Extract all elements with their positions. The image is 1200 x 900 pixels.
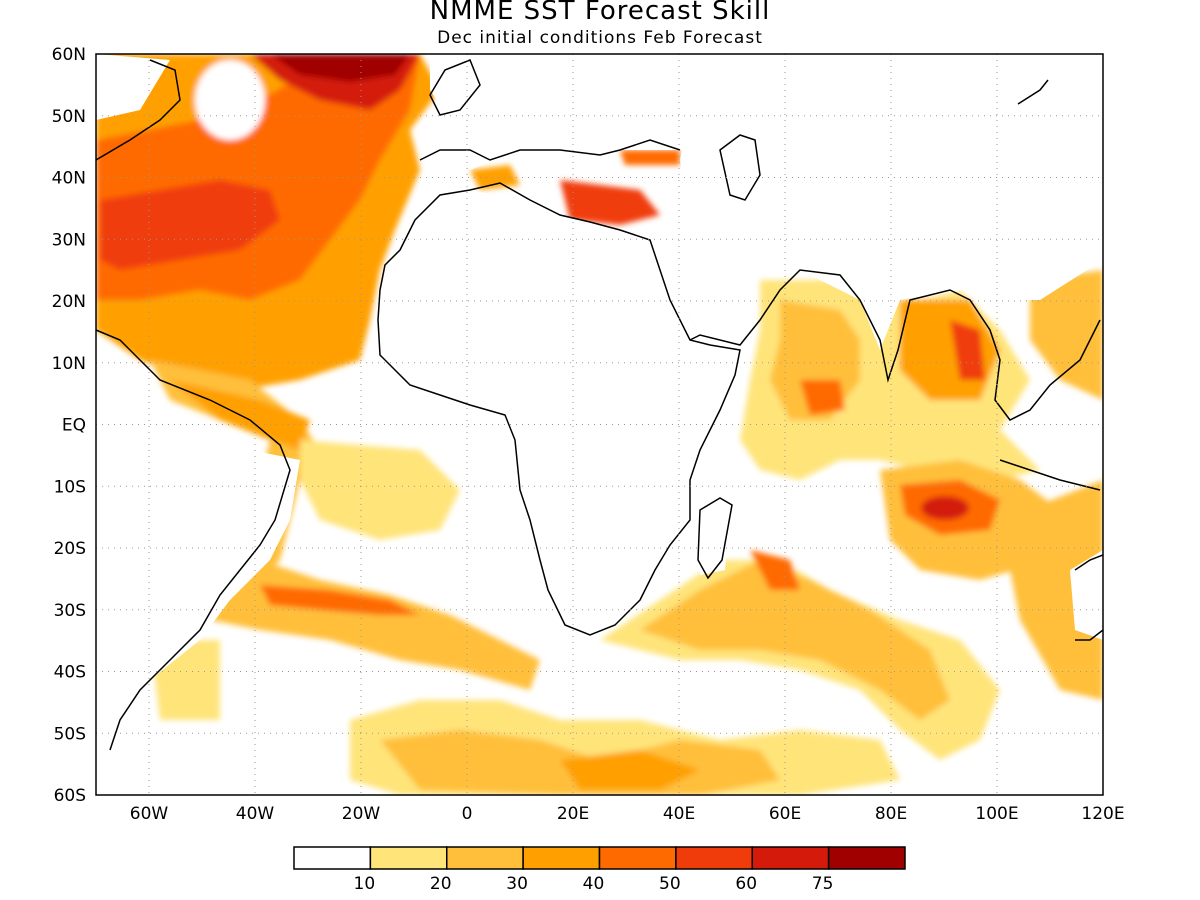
colorbar-tick-label: 50 xyxy=(659,874,681,894)
latitude-label: 40S xyxy=(54,663,86,683)
latitude-labels: 60N 50N 40N 30N 20N 10N EQ 10S 20S 30S 40S 50S 60S xyxy=(52,45,86,806)
map-frame xyxy=(95,53,1104,796)
latitude-label: 10N xyxy=(52,354,86,374)
latitude-label: 50N xyxy=(52,107,86,127)
latitude-label: 60S xyxy=(54,786,86,806)
longitude-label: 100E xyxy=(975,804,1018,824)
colorbar-swatch xyxy=(522,846,601,870)
latitude-label: 10S xyxy=(54,477,86,497)
skill-field xyxy=(96,54,1103,795)
latitude-label: 50S xyxy=(54,724,86,744)
longitude-labels: 60W 40W 20W 0 20E 40E 60E 80E 100E 120E xyxy=(130,804,1125,824)
longitude-label: 80E xyxy=(875,804,907,824)
colorbar: 10 20 30 40 50 60 75 xyxy=(293,846,906,894)
latitude-label: 20N xyxy=(52,292,86,312)
colorbar-tick-label: 60 xyxy=(735,874,757,894)
colorbar-tick-label: 75 xyxy=(812,874,834,894)
longitude-label: 120E xyxy=(1081,804,1124,824)
latitude-label: 30N xyxy=(52,230,86,250)
colorbar-tick-label: 40 xyxy=(583,874,605,894)
longitude-label: 60W xyxy=(130,804,169,824)
colorbar-tick-label: 30 xyxy=(506,874,528,894)
colorbar-swatch xyxy=(369,846,448,870)
latitude-label: 20S xyxy=(54,539,86,559)
latitude-label: 40N xyxy=(52,169,86,189)
colorbar-swatch xyxy=(675,846,753,870)
longitude-label: 20E xyxy=(557,804,589,824)
longitude-label: 40E xyxy=(663,804,695,824)
longitude-label: 40W xyxy=(236,804,275,824)
colorbar-tick-label: 20 xyxy=(430,874,452,894)
latitude-label: 30S xyxy=(54,601,86,621)
longitude-label: 60E xyxy=(769,804,801,824)
longitude-label: 20W xyxy=(342,804,381,824)
colorbar-swatch xyxy=(598,846,677,870)
longitude-label: 0 xyxy=(462,804,473,824)
chart-subtitle: Dec initial conditions Feb Forecast xyxy=(437,28,763,48)
colorbar-tick-label: 10 xyxy=(354,874,376,894)
colorbar-swatch xyxy=(827,846,906,870)
colorbar-swatch xyxy=(293,846,372,870)
coastlines xyxy=(96,59,1103,751)
chart-title: NMME SST Forecast Skill xyxy=(429,0,771,26)
colorbar-swatch xyxy=(751,846,830,870)
latitude-label: 60N xyxy=(52,45,86,65)
colorbar-swatch xyxy=(446,846,524,870)
latitude-label: EQ xyxy=(62,416,86,436)
